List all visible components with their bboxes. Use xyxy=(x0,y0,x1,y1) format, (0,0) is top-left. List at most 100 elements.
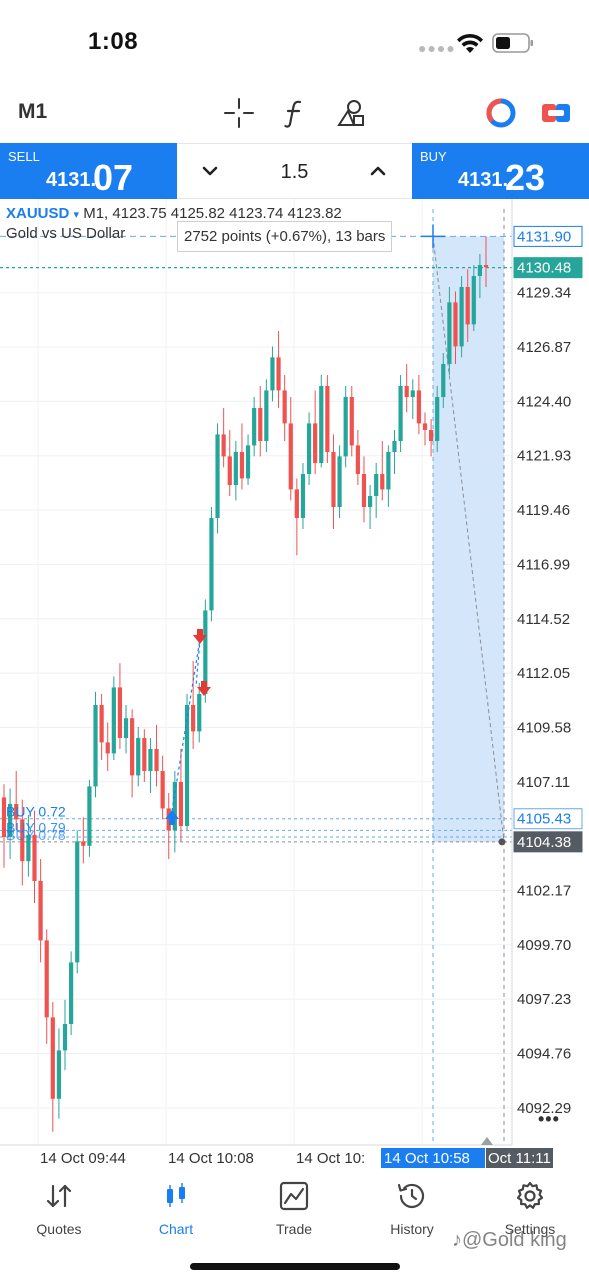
nav-quotes-label: Quotes xyxy=(36,1221,82,1237)
objects-icon[interactable] xyxy=(334,96,368,130)
wifi-icon xyxy=(457,33,483,53)
measure-end-point xyxy=(498,838,506,846)
candle-body xyxy=(349,397,354,446)
position-price-badge-bg xyxy=(513,808,583,830)
nav-quotes[interactable]: Quotes xyxy=(9,1179,109,1239)
candle-body xyxy=(148,749,153,771)
candle-body xyxy=(441,364,446,397)
candle-body xyxy=(117,687,123,738)
candle-body xyxy=(178,782,184,826)
more-options-icon[interactable]: ••• xyxy=(538,1109,560,1129)
candle-body xyxy=(422,423,428,430)
one-click-trade-panel: SELL 4131. 07 1.5 BUY 4131. 23 xyxy=(0,143,589,199)
sell-button[interactable]: SELL 4131. 07 xyxy=(0,143,177,199)
candle-body xyxy=(191,705,196,732)
price-axis-label: 4109.58 xyxy=(517,719,571,736)
indicators-icon[interactable] xyxy=(278,96,312,130)
trade-panel-toggle-icon[interactable] xyxy=(539,96,573,130)
buy-button[interactable]: BUY 4131. 23 xyxy=(412,143,589,199)
candle-body xyxy=(99,705,104,743)
candle-body xyxy=(465,287,470,325)
candle-body xyxy=(459,287,464,347)
price-axis-label: 4094.76 xyxy=(517,1045,571,1062)
time-end-bg xyxy=(486,1148,553,1168)
candle-body xyxy=(410,390,415,397)
cellular-signal-icon: ●●●● xyxy=(418,40,456,56)
candle-body xyxy=(258,408,263,441)
chevron-up-icon[interactable] xyxy=(365,158,391,184)
candle-body xyxy=(227,456,232,485)
battery-icon xyxy=(492,33,533,53)
candle-body xyxy=(38,881,43,941)
volume-stepper: 1.5 xyxy=(177,143,412,199)
price-chart[interactable]: BUY 0.72 BUY 0.79 BUY 0.78 4129.34 4126.87 41… xyxy=(0,199,589,1171)
candle-body xyxy=(245,445,251,479)
symbol-name[interactable]: XAUUSD xyxy=(6,205,70,222)
candle-body xyxy=(276,357,281,391)
candle-body xyxy=(404,386,409,397)
crosshair-icon[interactable] xyxy=(222,96,256,130)
position-price-badge: 4105.43 xyxy=(517,811,571,828)
candle-body xyxy=(361,474,367,507)
candle-body xyxy=(392,441,397,452)
sell-arrow-icon xyxy=(193,629,207,644)
buy-arrow-icon xyxy=(165,810,179,825)
candle-body xyxy=(428,430,434,441)
candle-body xyxy=(172,782,177,831)
sell-price-prefix: 4131. xyxy=(46,169,97,191)
price-axis-label: 4121.93 xyxy=(517,448,571,465)
nav-settings[interactable]: Settings xyxy=(480,1179,580,1239)
candle-body xyxy=(398,386,403,441)
nav-trade[interactable]: Trade xyxy=(244,1179,344,1239)
nav-trade-label: Trade xyxy=(275,1221,313,1237)
candle-body xyxy=(386,452,391,490)
candle-body xyxy=(282,390,287,424)
candle-body xyxy=(75,841,80,963)
candle-body xyxy=(166,808,171,831)
candle-body xyxy=(294,489,299,518)
candle-body xyxy=(453,302,458,347)
candle-body xyxy=(203,610,208,694)
buy-price-prefix: 4131. xyxy=(458,169,509,191)
candle-body xyxy=(81,841,86,846)
trade-icon xyxy=(279,1181,309,1211)
position-label: BUY 0.72 xyxy=(6,804,66,820)
candle-body xyxy=(160,771,165,809)
candle-body xyxy=(435,397,440,441)
watermark-text: ♪@Gold king xyxy=(452,1229,567,1251)
measure-top-price-bg xyxy=(513,225,583,247)
buy-price-suffix: 23 xyxy=(505,157,546,198)
candle-body xyxy=(62,1024,68,1051)
price-axis-label: 4119.46 xyxy=(517,502,570,519)
measure-diagonal xyxy=(432,236,505,842)
time-axis-label: 14 Oct 10:08 xyxy=(168,1150,254,1167)
candle-body xyxy=(319,386,324,463)
price-axis-label: 4129.34 xyxy=(517,285,571,302)
symbol-header: XAUUSD ▾ M1, 4123.75 4125.82 4123.74 412… xyxy=(6,205,342,222)
candle-body xyxy=(477,265,482,276)
candle-body xyxy=(32,834,37,881)
candle-body xyxy=(337,456,342,507)
symbol-caret-icon[interactable]: ▾ xyxy=(73,209,80,221)
volume-value[interactable]: 1.5 xyxy=(280,161,309,183)
price-axis-label: 4102.17 xyxy=(517,882,571,899)
candle-body xyxy=(8,804,13,837)
buy-label: BUY xyxy=(420,149,447,164)
timeframe-selector[interactable]: M1 xyxy=(18,100,48,123)
status-bar: 1:08 ●●●● xyxy=(0,0,589,86)
nav-chart-label: Chart xyxy=(158,1221,194,1237)
candle-body xyxy=(69,962,74,1024)
one-click-trading-icon[interactable] xyxy=(484,96,518,130)
quotes-icon xyxy=(46,1184,72,1208)
candle-body xyxy=(343,397,348,457)
price-axis-label: 4092.29 xyxy=(517,1100,571,1117)
candle-body xyxy=(142,738,147,771)
measure-top-price: 4131.90 xyxy=(517,228,571,245)
nav-chart[interactable]: Chart xyxy=(126,1179,226,1239)
nav-history[interactable]: History xyxy=(362,1179,462,1239)
chevron-down-icon[interactable] xyxy=(197,158,223,184)
candle-body xyxy=(209,518,214,611)
measure-bottom-price-bg xyxy=(513,831,583,853)
price-axis-label: 4114.52 xyxy=(517,611,570,628)
